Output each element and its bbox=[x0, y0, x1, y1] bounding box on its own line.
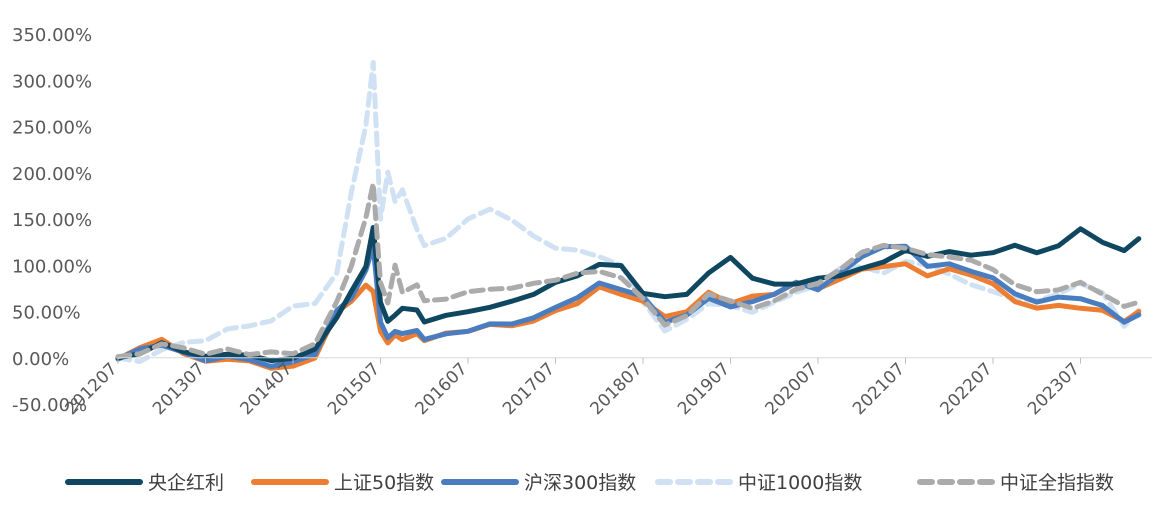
series-lines bbox=[115, 59, 1142, 371]
y-tick-label: -50.00% bbox=[12, 395, 87, 416]
x-tick-label: 201707 bbox=[499, 359, 559, 419]
legend-label-5: 中证全指指数 bbox=[1000, 472, 1114, 494]
legend-label-4: 中证1000指数 bbox=[738, 472, 862, 494]
legend: 央企红利 上证50指数 沪深300指数 中证1000指数 中证全指指数 bbox=[65, 472, 1114, 494]
x-tick-label: 202207 bbox=[936, 359, 996, 419]
series-line-3 bbox=[115, 243, 1142, 369]
y-tick-label: 150.00% bbox=[12, 210, 92, 231]
legend-label-2: 上证50指数 bbox=[334, 472, 434, 494]
x-tick-label: 201607 bbox=[411, 359, 471, 419]
y-axis: -50.00% 0.00% 50.00% 100.00% 150.00% 200.00% 2… bbox=[12, 25, 92, 416]
legend-label-3: 沪深300指数 bbox=[524, 472, 636, 494]
series-line-1 bbox=[115, 225, 1142, 364]
x-tick-label: 201907 bbox=[674, 359, 734, 419]
x-tick-label: 202007 bbox=[761, 359, 821, 419]
y-tick-label: 50.00% bbox=[12, 303, 81, 324]
x-tick-label: 201807 bbox=[586, 359, 646, 419]
legend-label-1: 央企红利 bbox=[148, 472, 224, 494]
x-tick-label: 201307 bbox=[149, 359, 209, 419]
series-line-4 bbox=[115, 59, 1142, 364]
x-tick-label: 202307 bbox=[1024, 359, 1084, 419]
series-line-5 bbox=[115, 181, 1142, 360]
x-axis: 201207 201307 201407 201507 201607 201707 2018… bbox=[61, 357, 1084, 419]
x-tick-label: 201207 bbox=[61, 359, 121, 419]
y-tick-label: 350.00% bbox=[12, 25, 92, 46]
y-tick-label: 300.00% bbox=[12, 71, 92, 92]
series-line-2 bbox=[115, 261, 1142, 371]
y-tick-label: 200.00% bbox=[12, 164, 92, 185]
y-tick-label: 100.00% bbox=[12, 256, 92, 277]
x-tick-label: 201507 bbox=[324, 359, 384, 419]
y-tick-label: 0.00% bbox=[12, 349, 69, 370]
y-tick-label: 250.00% bbox=[12, 118, 92, 139]
x-tick-label: 202107 bbox=[849, 359, 909, 419]
